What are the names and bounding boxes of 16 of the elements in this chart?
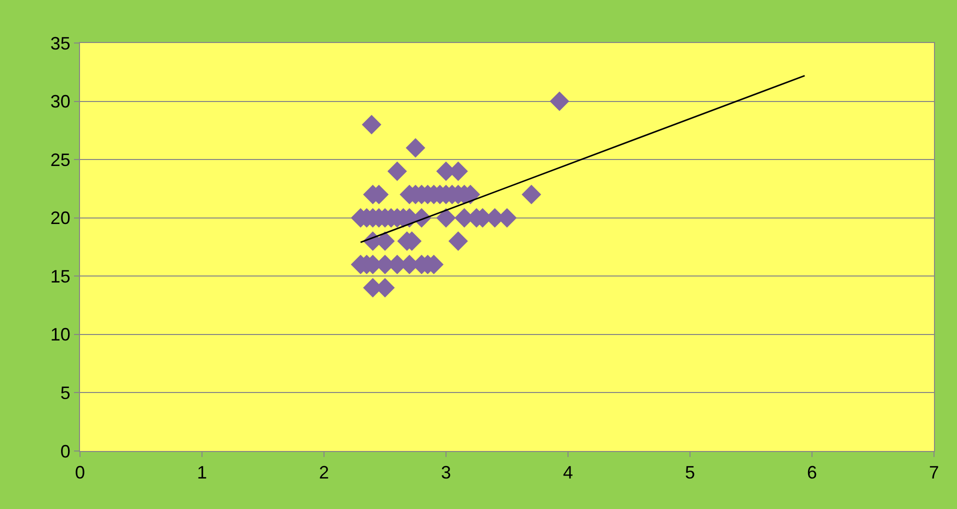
x-tick-label: 1 (196, 462, 208, 483)
x-tick-label: 6 (806, 462, 818, 483)
x-tick-label: 5 (684, 462, 696, 483)
y-tick-label: 25 (50, 150, 70, 170)
y-tick-label: 0 (60, 441, 70, 462)
y-tick-label: 35 (50, 33, 70, 54)
x-tick-label: 4 (562, 462, 574, 483)
y-tick-label: 15 (50, 266, 70, 286)
y-tick-label: 30 (50, 92, 70, 112)
y-tick-label: 5 (60, 383, 70, 404)
x-tick-label: 3 (440, 462, 452, 483)
x-tick-label: 7 (928, 462, 940, 483)
y-tick-label: 10 (50, 324, 70, 345)
y-tick-label: 20 (50, 208, 70, 228)
x-tick-label: 0 (74, 462, 86, 483)
x-tick-label: 2 (318, 462, 330, 483)
